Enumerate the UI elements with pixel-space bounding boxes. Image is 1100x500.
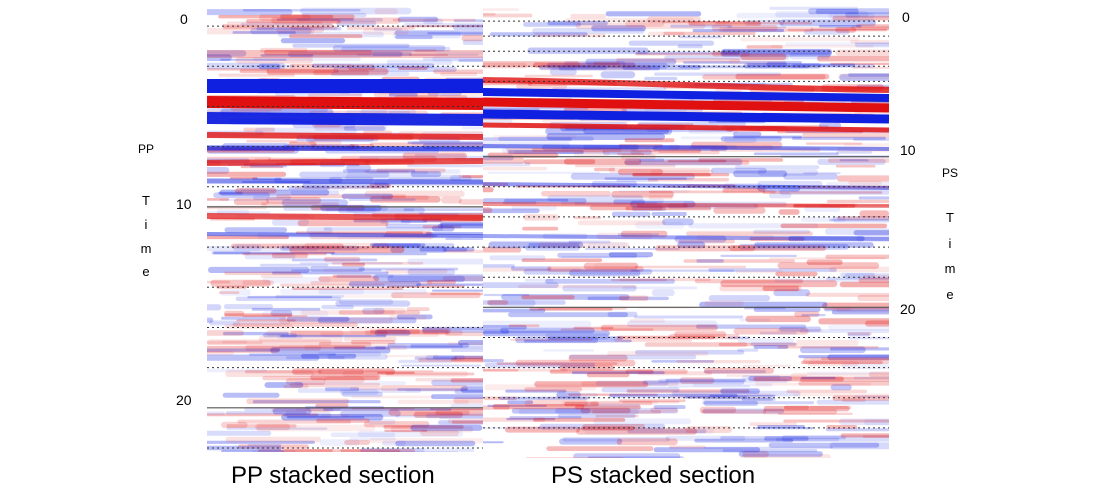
ps-section-caption: PS stacked section bbox=[551, 462, 756, 489]
pp-noise-layer bbox=[207, 7, 483, 452]
ps-axis-letter-t: T bbox=[946, 210, 954, 225]
pp-seismic-traces bbox=[207, 7, 483, 452]
ps-noise-layer bbox=[483, 6, 889, 458]
pp-time-lines bbox=[207, 25, 483, 449]
pp-axis-letter-e: e bbox=[142, 264, 150, 279]
ps-tick-20: 20 bbox=[900, 301, 916, 317]
ps-axis-letter-i: i bbox=[948, 236, 952, 251]
pp-tick-0: 0 bbox=[180, 11, 188, 27]
ps-tick-10: 10 bbox=[900, 142, 916, 158]
pp-tick-10: 10 bbox=[176, 196, 192, 212]
pp-axis-letter-i: i bbox=[144, 217, 148, 232]
ps-axis-letter-m: m bbox=[944, 261, 956, 276]
ps-seismic-traces bbox=[483, 6, 889, 458]
pp-axis-letter-m: m bbox=[140, 241, 152, 256]
pp-axis-label: PP bbox=[137, 142, 154, 156]
ps-time-lines bbox=[483, 20, 889, 429]
pp-stacked-section-image bbox=[207, 6, 483, 452]
pp-section-caption: PP stacked section bbox=[231, 462, 435, 489]
ps-axis-label: PS bbox=[941, 166, 958, 180]
ps-tick-0: 0 bbox=[902, 9, 910, 25]
pp-axis-letter-t: T bbox=[142, 193, 150, 208]
pp-reflector-bands bbox=[207, 49, 483, 238]
ps-stacked-section-image bbox=[483, 6, 889, 458]
ps-axis-letter-e: e bbox=[946, 287, 954, 302]
pp-tick-20: 20 bbox=[176, 392, 192, 408]
